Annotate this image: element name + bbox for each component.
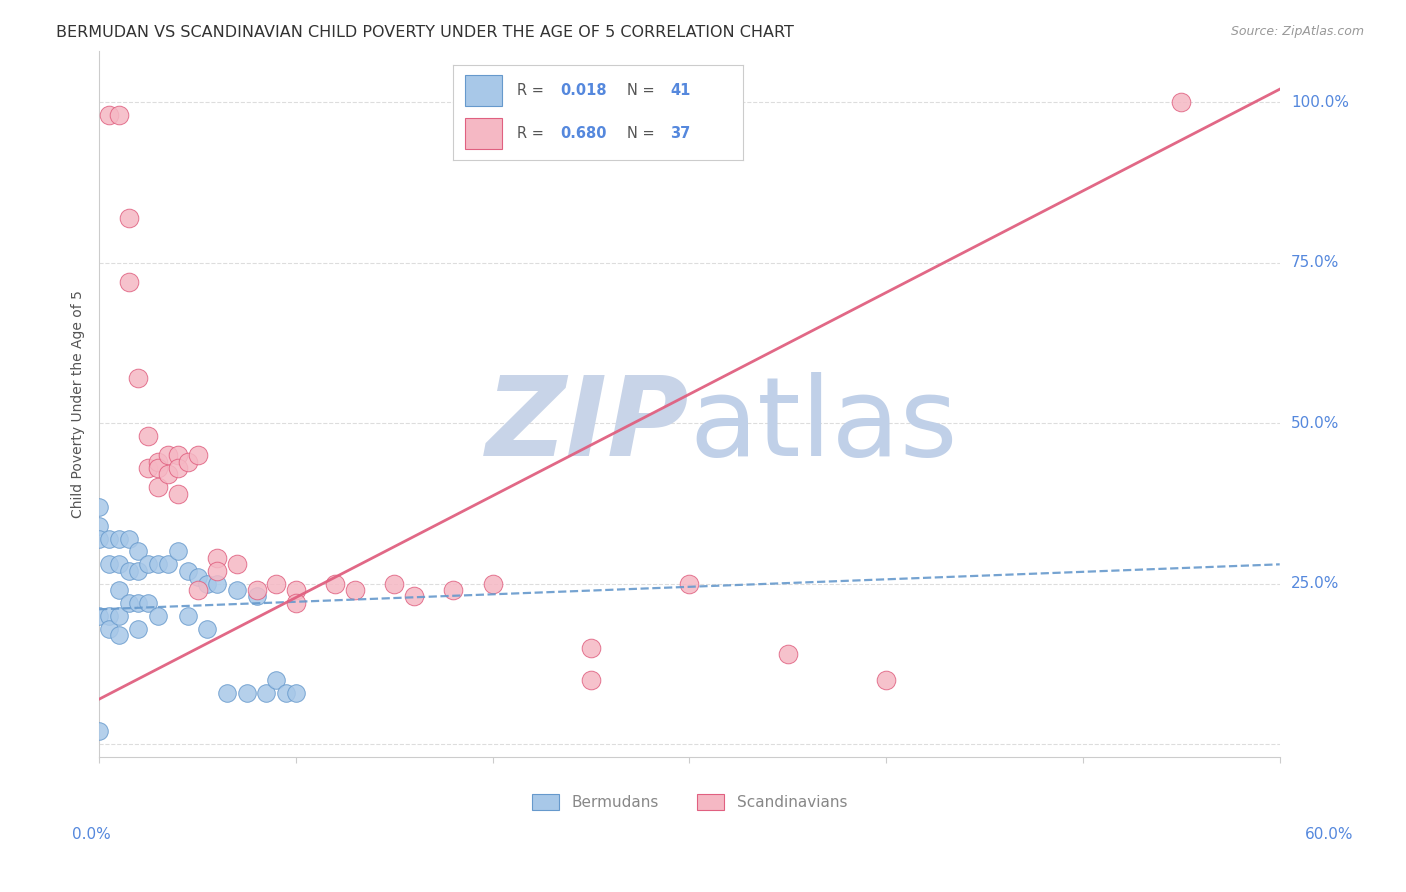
Point [274, 686, 297, 700]
Point [98, 532, 121, 546]
Point [127, 544, 149, 558]
Point [186, 582, 208, 597]
Point [441, 582, 464, 597]
Point [225, 558, 247, 572]
Point [284, 596, 307, 610]
Point [107, 108, 129, 122]
Point [89, 518, 111, 533]
Point [107, 532, 129, 546]
Point [146, 461, 169, 475]
Point [117, 596, 139, 610]
Point [579, 673, 602, 687]
Point [127, 564, 149, 578]
Point [98, 108, 121, 122]
Point [245, 582, 267, 597]
Point [117, 532, 139, 546]
Point [127, 371, 149, 385]
Point [136, 596, 159, 610]
Point [402, 590, 425, 604]
Text: Source: ZipAtlas.com: Source: ZipAtlas.com [1230, 25, 1364, 38]
Point [215, 686, 238, 700]
Point [205, 564, 228, 578]
Point [156, 467, 179, 482]
Point [89, 500, 111, 514]
Point [89, 724, 111, 739]
Point [146, 480, 169, 494]
Point [1170, 95, 1192, 109]
Point [284, 686, 307, 700]
Point [146, 558, 169, 572]
Point [117, 275, 139, 289]
Point [186, 570, 208, 584]
Point [284, 582, 307, 597]
Point [264, 576, 287, 591]
Point [107, 582, 129, 597]
Point [382, 576, 405, 591]
Point [156, 448, 179, 462]
Point [343, 582, 366, 597]
Point [146, 454, 169, 468]
Text: 0.0%: 0.0% [72, 827, 111, 841]
Point [776, 647, 799, 661]
Point [579, 640, 602, 655]
Point [107, 628, 129, 642]
Point [166, 486, 188, 500]
Point [875, 673, 897, 687]
Point [195, 576, 218, 591]
Y-axis label: Child Poverty Under the Age of 5: Child Poverty Under the Age of 5 [72, 290, 86, 517]
Point [98, 622, 121, 636]
Text: 60.0%: 60.0% [1305, 827, 1353, 841]
Text: ZIP: ZIP [486, 371, 689, 478]
Point [264, 673, 287, 687]
Point [323, 576, 346, 591]
Point [107, 608, 129, 623]
Point [205, 576, 228, 591]
Point [107, 558, 129, 572]
Point [166, 448, 188, 462]
Point [98, 558, 121, 572]
Text: atlas: atlas [689, 371, 957, 478]
Point [195, 622, 218, 636]
Legend: Bermudans, Scandinavians: Bermudans, Scandinavians [526, 789, 853, 816]
Point [254, 686, 277, 700]
Text: BERMUDAN VS SCANDINAVIAN CHILD POVERTY UNDER THE AGE OF 5 CORRELATION CHART: BERMUDAN VS SCANDINAVIAN CHILD POVERTY U… [56, 25, 794, 40]
Point [127, 622, 149, 636]
Point [245, 590, 267, 604]
Point [117, 211, 139, 225]
Point [225, 582, 247, 597]
Point [136, 558, 159, 572]
Point [89, 532, 111, 546]
Point [205, 550, 228, 565]
Point [678, 576, 700, 591]
Point [166, 461, 188, 475]
Point [481, 576, 503, 591]
Point [117, 564, 139, 578]
Point [127, 596, 149, 610]
Point [136, 461, 159, 475]
Point [156, 558, 179, 572]
Point [176, 454, 198, 468]
Point [166, 544, 188, 558]
Point [136, 429, 159, 443]
Point [146, 608, 169, 623]
Point [235, 686, 257, 700]
Point [176, 564, 198, 578]
Point [98, 608, 121, 623]
Point [186, 448, 208, 462]
Point [176, 608, 198, 623]
Point [89, 608, 111, 623]
